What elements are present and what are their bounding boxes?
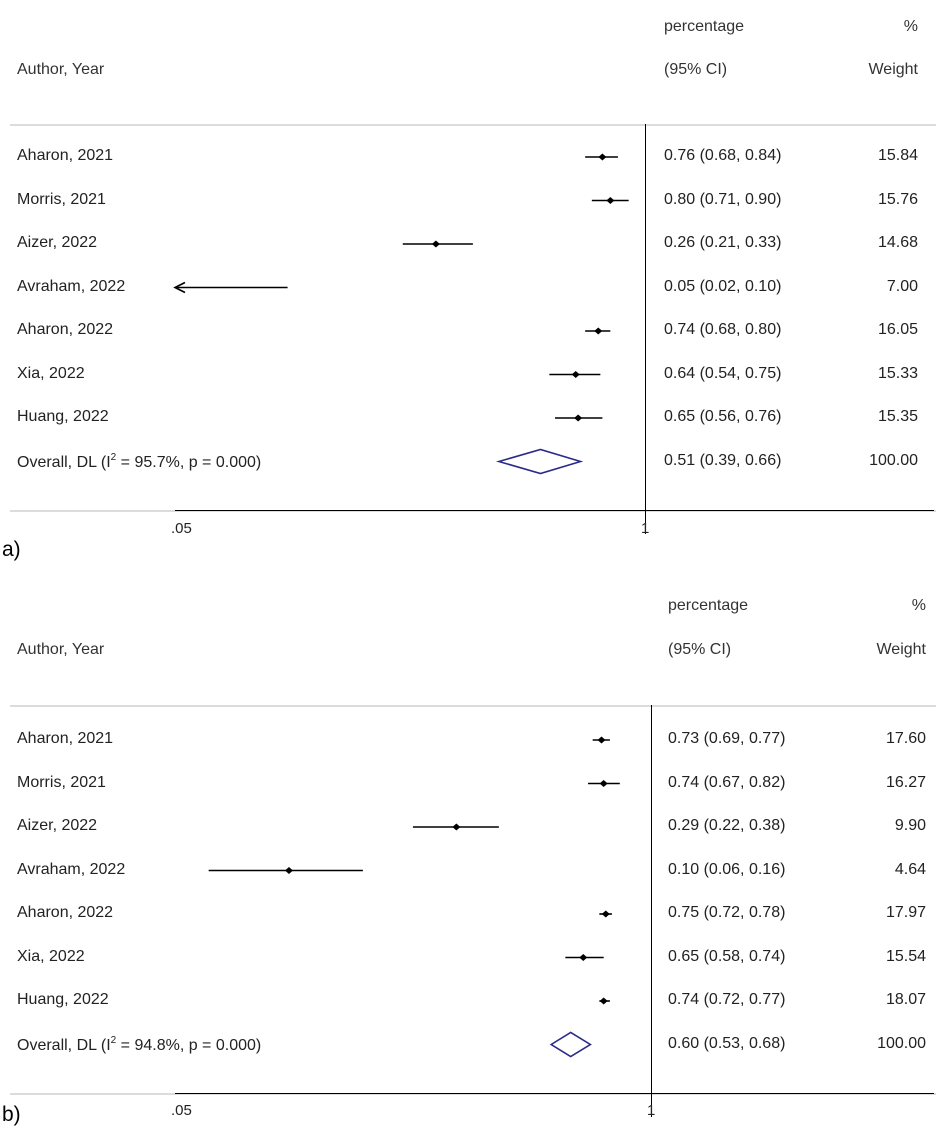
reference-line (651, 705, 652, 1117)
point-estimate (579, 954, 588, 961)
overall-weight: 100.00 (869, 451, 918, 469)
author-column-header: Author, Year (17, 61, 105, 78)
study-weight: 16.05 (877, 321, 918, 338)
overall-ci: 0.51 (0.39, 0.66) (664, 451, 782, 469)
point-estimate (601, 910, 610, 918)
study-label: Aharon, 2021 (17, 147, 114, 164)
header-separator (10, 124, 936, 126)
study-label: Avraham, 2022 (17, 277, 126, 295)
weight-column-header-line1: % (903, 18, 918, 35)
study-ci: 0.26 (0.21, 0.33) (664, 234, 782, 251)
estimate-column-header-line1: percentage (668, 597, 749, 614)
bottom-separator (10, 510, 936, 512)
study-label: Huang, 2022 (17, 408, 109, 425)
x-axis (175, 510, 934, 511)
study-ci: 0.75 (0.72, 0.78) (668, 904, 786, 921)
study-weight: 15.35 (877, 408, 918, 425)
point-estimate (598, 153, 607, 161)
truncation-arrow (173, 281, 186, 294)
estimate-column-header-line1: percentage (664, 18, 745, 35)
weight-column-header-line2: Weight (876, 641, 926, 658)
study-ci: 0.65 (0.56, 0.76) (664, 408, 782, 425)
study-label: Xia, 2022 (17, 947, 85, 965)
overall-diamond (549, 1031, 592, 1058)
reference-line (645, 124, 646, 534)
study-label: Huang, 2022 (17, 991, 109, 1008)
study-weight: 7.00 (886, 277, 918, 295)
study-weight: 18.07 (885, 991, 926, 1008)
point-estimate (284, 867, 293, 874)
point-estimate (571, 371, 580, 378)
study-ci: 0.29 (0.22, 0.38) (668, 817, 786, 834)
study-ci: 0.65 (0.58, 0.74) (668, 947, 786, 965)
study-ci: 0.74 (0.68, 0.80) (664, 321, 782, 338)
study-weight: 15.54 (885, 947, 926, 965)
study-weight: 9.90 (894, 817, 926, 834)
study-weight: 16.27 (885, 773, 926, 791)
weight-column-header-line1: % (911, 597, 926, 614)
tick-label-005: .05 (171, 520, 192, 537)
tick-label-005: .05 (171, 1102, 192, 1119)
panel-label: b) (2, 1103, 21, 1126)
point-estimate (606, 197, 615, 204)
estimate-column-header-line2: (95% CI) (664, 61, 728, 78)
study-ci: 0.73 (0.69, 0.77) (668, 730, 786, 747)
study-label: Aharon, 2021 (17, 730, 114, 747)
study-label: Aharon, 2022 (17, 904, 114, 921)
point-estimate (599, 780, 608, 787)
study-ci: 0.80 (0.71, 0.90) (664, 190, 782, 208)
plot-marks (208, 736, 620, 1058)
bottom-separator (10, 1093, 936, 1095)
study-ci: 0.74 (0.67, 0.82) (668, 773, 786, 791)
study-label: Aharon, 2022 (17, 321, 114, 338)
study-ci: 0.76 (0.68, 0.84) (664, 147, 782, 164)
estimate-column-header-line2: (95% CI) (668, 641, 732, 658)
point-estimate (452, 823, 461, 831)
forest-plot-b: Author, Year percentage (95% CI)% Weight .05… (0, 583, 936, 1143)
overall-diamond (495, 448, 584, 475)
study-weight: 4.64 (894, 860, 926, 878)
study-label: Avraham, 2022 (17, 860, 126, 878)
study-label: Xia, 2022 (17, 364, 85, 382)
panel-label: a) (2, 538, 21, 561)
study-ci: 0.74 (0.72, 0.77) (668, 991, 786, 1008)
point-estimate (574, 414, 583, 422)
study-ci: 0.64 (0.54, 0.75) (664, 364, 782, 382)
tick-label-1: 1 (641, 520, 650, 537)
tick-label-1: 1 (647, 1102, 656, 1119)
study-ci: 0.05 (0.02, 0.10) (664, 277, 782, 295)
overall-weight: 100.00 (877, 1034, 926, 1052)
point-estimate (597, 736, 606, 744)
study-label: Aizer, 2022 (17, 817, 98, 834)
weight-column-header-line2: Weight (868, 61, 918, 78)
study-label: Aizer, 2022 (17, 234, 98, 251)
header-separator (10, 705, 936, 707)
overall-label: Overall, DL (I2 = 95.7%, p = 0.000) (17, 451, 262, 471)
study-weight: 17.60 (885, 730, 926, 747)
forest-plot-a: Author, Year percentage (95% CI)% Weight .05… (0, 0, 936, 561)
study-weight: 15.84 (877, 147, 918, 164)
plot-marks (173, 153, 629, 475)
point-estimate (431, 240, 440, 248)
study-weight: 15.76 (877, 190, 918, 208)
point-estimate (599, 997, 608, 1005)
point-estimate (594, 327, 603, 335)
study-weight: 15.33 (877, 364, 918, 382)
study-weight: 17.97 (885, 904, 926, 921)
study-label: Morris, 2021 (17, 190, 106, 208)
study-weight: 14.68 (877, 234, 918, 251)
study-ci: 0.10 (0.06, 0.16) (668, 860, 786, 878)
study-label: Morris, 2021 (17, 773, 106, 791)
x-axis (175, 1093, 934, 1094)
overall-ci: 0.60 (0.53, 0.68) (668, 1034, 786, 1052)
overall-label: Overall, DL (I2 = 94.8%, p = 0.000) (17, 1034, 262, 1054)
author-column-header: Author, Year (17, 641, 105, 658)
